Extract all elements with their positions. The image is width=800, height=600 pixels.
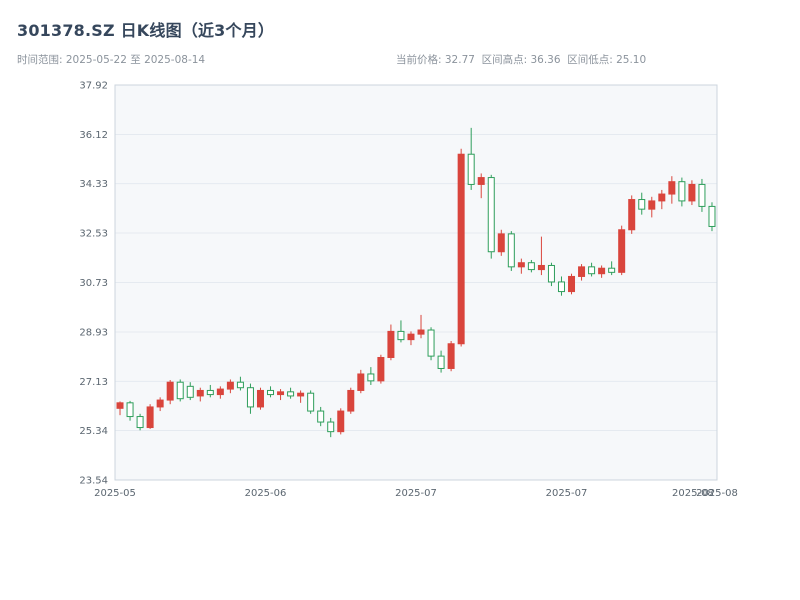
- candlestick: [216, 386, 224, 399]
- candlestick: [477, 173, 485, 199]
- candlestick: [527, 259, 535, 273]
- candlestick: [196, 387, 204, 402]
- candlestick: [397, 320, 405, 343]
- candlestick: [246, 383, 254, 414]
- candlestick: [176, 379, 184, 402]
- candlestick: [578, 264, 586, 281]
- candles: [116, 127, 716, 438]
- candlestick: [708, 202, 716, 232]
- y-tick-label: 25.34: [79, 426, 108, 437]
- candlestick: [618, 225, 626, 276]
- candlestick: [678, 177, 686, 207]
- candlestick: [688, 180, 696, 206]
- candlestick: [638, 192, 646, 215]
- candlestick: [297, 390, 305, 403]
- candlestick: [337, 408, 345, 435]
- candlestick: [547, 262, 555, 287]
- y-tick-label: 32.53: [79, 229, 108, 240]
- candlestick: [186, 382, 194, 401]
- candlestick: [226, 379, 234, 394]
- y-tick-label: 36.12: [79, 130, 108, 141]
- y-tick-label: 28.93: [79, 327, 108, 338]
- candlestick: [136, 413, 144, 431]
- candlestick: [367, 367, 375, 385]
- candlestick: [357, 369, 365, 394]
- candlestick: [658, 189, 666, 210]
- candlestick: [277, 389, 285, 401]
- candlestick: [267, 386, 275, 398]
- candlestick: [317, 406, 325, 427]
- y-tick-label: 27.13: [79, 377, 108, 388]
- x-tick-label: 2025-05: [94, 488, 136, 499]
- x-tick-label: 2025-08: [672, 488, 714, 499]
- x-axis-labels: 2025-05 2025-06 2025-07 2025-07 2025-082025-…: [94, 488, 738, 499]
- candlestick: [347, 387, 355, 414]
- candlestick: [467, 127, 475, 190]
- candlestick: [648, 196, 656, 218]
- candlestick: [387, 324, 395, 361]
- candlestick: [487, 174, 495, 259]
- y-tick-label: 23.54: [79, 476, 108, 487]
- y-tick-label: 34.33: [79, 179, 108, 190]
- candlestick: [608, 261, 616, 276]
- candlestick: [457, 148, 465, 347]
- candlestick: [447, 341, 455, 372]
- candlestick: [256, 387, 264, 410]
- candlestick: [206, 384, 214, 398]
- page-title: 301378.SZ 日K线图（近3个月）: [17, 21, 275, 40]
- x-tick-label: 2025-07: [395, 488, 437, 499]
- candlestick: [427, 327, 435, 361]
- candlestick: [628, 195, 636, 234]
- candlestick: [236, 376, 244, 391]
- candlestick: [437, 350, 445, 373]
- candlestick: [557, 276, 565, 296]
- candlestick: [537, 236, 545, 276]
- y-tick-label: 30.73: [79, 278, 108, 289]
- candlestick: [507, 231, 515, 271]
- candlestick: [598, 265, 606, 278]
- candlestick: [166, 380, 174, 405]
- candlestick: [116, 401, 124, 416]
- x-tick-label: 2025-08: [696, 488, 738, 499]
- price-summary-label: 当前价格: 32.77 区间高点: 36.36 区间低点: 25.10: [396, 54, 647, 66]
- candlestick: [407, 331, 415, 346]
- candlestick: [156, 397, 164, 412]
- candlestick: [568, 273, 576, 295]
- candlestick: [287, 387, 295, 399]
- candlestick: [126, 400, 134, 421]
- candlestick: [377, 354, 385, 384]
- candlestick: [417, 314, 425, 339]
- y-axis-labels: 37.92 36.12 34.33 32.53 30.73 28.93 27.13 25.34…: [79, 81, 108, 487]
- candlestick: [327, 417, 335, 438]
- date-range-label: 时间范围: 2025-05-22 至 2025-08-14: [17, 54, 206, 66]
- plot-border: [114, 84, 718, 481]
- x-tick-label: 2025-06: [245, 488, 287, 499]
- candlestick: [698, 178, 706, 212]
- x-tick-label: 2025-07: [546, 488, 588, 499]
- candlestick: [146, 404, 154, 429]
- y-tick-label: 37.92: [79, 81, 108, 92]
- candlestick: [668, 176, 676, 204]
- candlestick: [497, 229, 505, 256]
- candlestick: [588, 262, 596, 277]
- candlestick: [517, 258, 525, 274]
- candlestick: [307, 390, 315, 414]
